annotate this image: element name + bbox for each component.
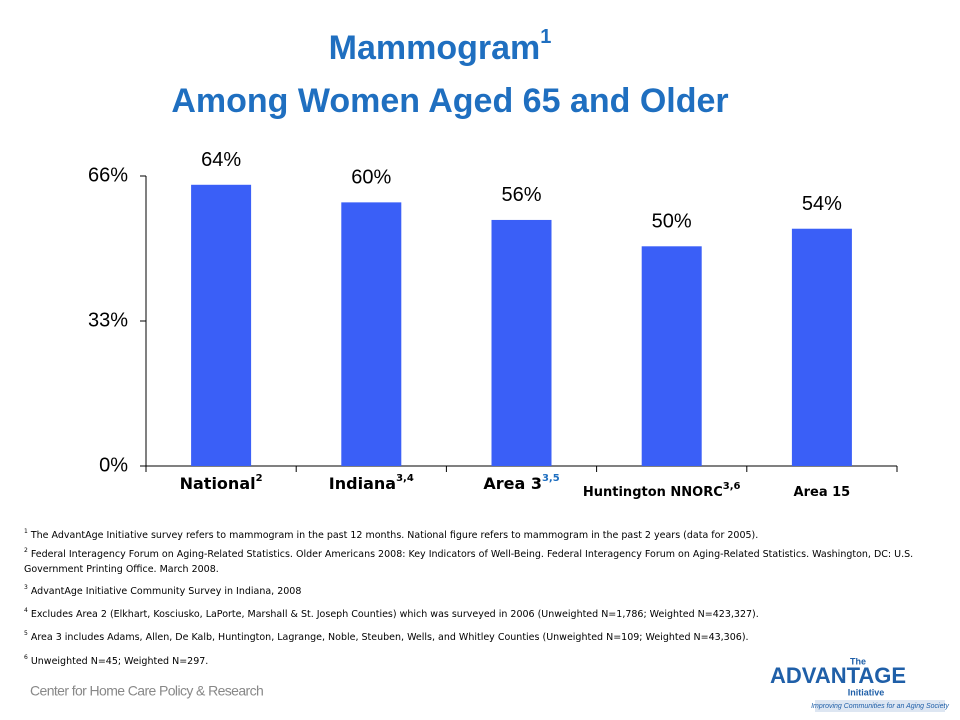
title-note: 1 — [540, 26, 551, 48]
bar — [641, 246, 702, 466]
footnote: 2 Federal Interagency Forum on Aging-Rela… — [24, 543, 924, 577]
value-label: 64% — [201, 149, 241, 171]
category: Indiana — [329, 474, 396, 493]
category-note: 3,4 — [396, 473, 414, 484]
footnote: 5 Area 3 includes Adams, Allen, De Kalb, … — [24, 626, 924, 645]
category-note: 3,6 — [723, 481, 741, 492]
footnote-number: 5 — [24, 630, 28, 637]
footnote-number: 6 — [24, 654, 28, 661]
title-text: Mammogram — [329, 29, 541, 67]
chart-subtitle: Among Women Aged 65 and Older — [171, 82, 728, 120]
footnote-text: AdvantAge Initiative Community Survey in… — [30, 586, 302, 597]
footnote: 3 AdvantAge Initiative Community Survey i… — [24, 580, 924, 599]
y-tick-label: 66% — [88, 164, 128, 186]
category: Area 3 — [483, 474, 542, 493]
logo-tagline: Improving Communities for an Aging Socie… — [811, 703, 949, 710]
category-note: 2 — [256, 473, 263, 484]
x-tick-label: National2 — [180, 473, 263, 493]
x-tick-label: Huntington NNORC3,6 — [583, 481, 741, 500]
x-tick-label: Indiana3,4 — [329, 473, 414, 493]
footnote-text: Area 3 includes Adams, Allen, De Kalb, H… — [30, 632, 749, 643]
left-logo: Center for Home Care Policy & Research — [30, 683, 263, 699]
footnote-number: 4 — [24, 607, 28, 614]
footnote: 4 Excludes Area 2 (Elkhart, Kosciusko, La… — [24, 603, 924, 622]
footnote-number: 2 — [24, 547, 28, 554]
footnote-number: 1 — [24, 528, 28, 535]
logo-the: The — [850, 656, 866, 666]
category: National — [180, 474, 256, 493]
chart-title: Mammogram1 — [329, 26, 552, 67]
right-logo: ADVANTAGE — [770, 663, 906, 688]
x-tick-label: Area 15 — [794, 485, 851, 500]
category: Area 15 — [794, 485, 851, 500]
logo-band — [815, 700, 945, 712]
category-note: 3,5 — [542, 473, 560, 484]
category: Huntington NNORC — [583, 485, 723, 500]
bar — [191, 184, 252, 466]
value-label: 54% — [802, 193, 842, 215]
footnote-number: 3 — [24, 584, 28, 591]
value-label: 60% — [351, 167, 391, 189]
value-label: 56% — [501, 184, 541, 206]
bar — [341, 202, 402, 466]
value-label: 50% — [652, 211, 692, 233]
x-tick-label: Area 33,5 — [483, 473, 559, 493]
footnote-text: Federal Interagency Forum on Aging-Relat… — [24, 549, 914, 575]
footnote: 6 Unweighted N=45; Weighted N=297. — [24, 650, 924, 669]
bar — [491, 219, 552, 466]
footnote-text: Unweighted N=45; Weighted N=297. — [30, 656, 209, 667]
footnote-text: The AdvantAge Initiative survey refers t… — [30, 530, 759, 541]
footnote: 1 The AdvantAge Initiative survey refers … — [24, 524, 924, 543]
footnote-text: Excludes Area 2 (Elkhart, Kosciusko, LaP… — [30, 609, 759, 620]
bar — [791, 228, 852, 466]
y-tick-label: 33% — [88, 309, 128, 331]
y-tick-label: 0% — [99, 454, 128, 476]
logo-initiative: Initiative — [848, 687, 885, 697]
